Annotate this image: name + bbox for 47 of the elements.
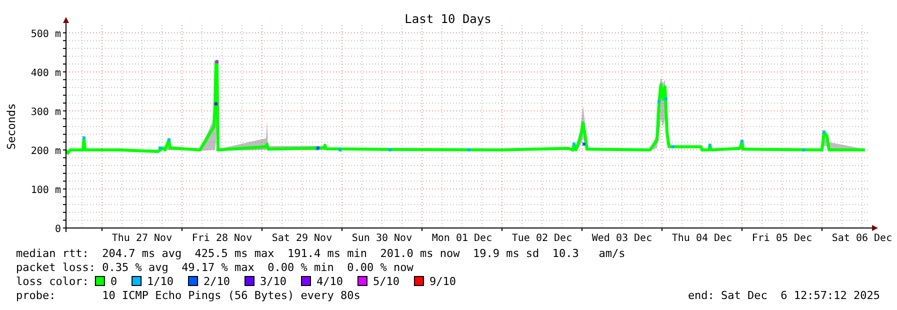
point: [572, 142, 576, 146]
point: [822, 130, 826, 134]
point: [468, 148, 470, 152]
legend-title: loss color:: [16, 275, 89, 288]
point: [664, 97, 668, 100]
text: probe: 10 ICMP Echo Pings (56 Bytes) every 80s: [16, 289, 360, 302]
y-tick-label: 300 m: [30, 106, 61, 118]
y-tick-label: 0: [54, 224, 61, 235]
y-tick-label: 200 m: [30, 146, 61, 157]
point: [338, 148, 342, 152]
legend-label: 0: [110, 275, 118, 288]
point: [158, 146, 162, 150]
point: [672, 145, 674, 148]
x-tick-label: Wed 03 Dec: [592, 233, 652, 244]
legend-label: 5/10: [372, 275, 400, 288]
point: [802, 148, 806, 152]
legend-label: 4/10: [316, 275, 343, 288]
point: [708, 144, 712, 147]
point: [214, 102, 218, 106]
point: [582, 142, 586, 146]
text: packet loss: 0.35 % avg 49.17 % max 0.00 % min 0.00 % now: [16, 261, 414, 274]
x-tick-label: Fri 28 Nov: [192, 233, 252, 244]
x-tick-label: Sun 30 Nov: [352, 233, 412, 244]
y-tick-label: 500 m: [30, 28, 61, 40]
y-tick-label: 400 m: [30, 68, 61, 79]
x-tick-label: Sat 29 Nov: [272, 233, 332, 244]
x-tick-label: Mon 01 Dec: [432, 233, 492, 244]
point: [740, 140, 744, 143]
x-tick-label: Thu 27 Nov: [112, 233, 172, 244]
text: median rtt: 204.7 ms avg 425.5 ms max 191.4 ms min 201.0 ms now 19.9 ms sd 10.3 am/s: [16, 247, 626, 260]
x-tick-label: Sat 06 Dec: [832, 233, 892, 244]
legend-label: 3/10: [260, 275, 287, 288]
point: [658, 100, 660, 104]
x-tick-label: Thu 04 Dec: [672, 233, 732, 244]
point: [168, 138, 170, 142]
x-tick-label: Fri 05 Dec: [752, 233, 812, 244]
y-axis-title: Seconds: [5, 103, 18, 150]
x-tick-label: Tue 02 Dec: [512, 233, 572, 244]
legend-label: 1/10: [147, 275, 174, 288]
legend-label: 2/10: [204, 275, 230, 288]
chart-title: Last 10 Days: [404, 12, 492, 26]
point: [388, 148, 392, 152]
y-tick-label: 100 m: [30, 184, 61, 196]
point: [216, 60, 218, 64]
point: [82, 136, 86, 140]
legend-label: 9/10: [429, 275, 456, 288]
text: end: Sat Dec 6 12:57:12 2025: [688, 289, 880, 302]
